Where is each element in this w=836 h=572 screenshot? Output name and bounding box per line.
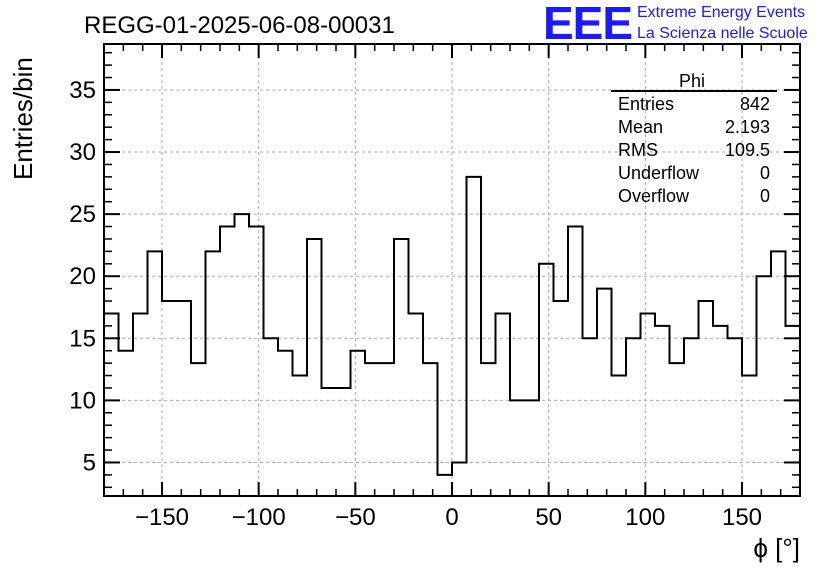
logo-line-2: La Scienza nelle Scuole [637,25,808,42]
y-tick-label: 35 [69,77,96,104]
stats-value: 0 [760,163,770,183]
x-tick-label: −50 [335,504,376,531]
y-tick-label: 20 [69,263,96,290]
x-axis-label: ϕ [°] [753,533,800,563]
y-tick-label: 15 [69,325,96,352]
y-axis-label: Entries/bin [8,57,38,180]
x-tick-label: −100 [232,504,286,531]
logo-line-1: Extreme Energy Events [637,4,806,21]
x-tick-label: 0 [445,504,458,531]
stats-label: Entries [618,94,674,114]
axis-ticks [104,44,800,496]
x-tick-label: 50 [535,504,562,531]
x-tick-labels: −150 −100 −50 0 50 100 150 [135,504,762,531]
stats-value: 2.193 [725,117,770,137]
stats-value: 109.5 [725,140,770,160]
x-tick-label: 100 [625,504,665,531]
y-tick-label: 30 [69,139,96,166]
stats-label: Overflow [618,186,690,206]
stats-value: 0 [760,186,770,206]
stats-value: 842 [740,94,770,114]
stats-rows: Entries 842 Mean 2.193 RMS 109.5 Underflow 0 Ove… [618,94,770,206]
stats-label: RMS [618,140,658,160]
x-tick-label: 150 [722,504,762,531]
stats-label: Underflow [618,163,700,183]
y-tick-labels: 5 10 15 20 25 30 35 [69,77,96,477]
grid [104,44,800,496]
y-tick-label: 10 [69,387,96,414]
x-tick-label: −150 [135,504,189,531]
stats-box-title: Phi [679,71,705,91]
stats-box: Phi Entries 842 Mean 2.193 RMS 109.5 Underflow… [611,71,777,206]
eee-logo: EEE [543,0,633,49]
run-title: REGG-01-2025-06-08-00031 [84,12,395,39]
stats-label: Mean [618,117,663,137]
y-tick-label: 5 [83,449,96,476]
y-tick-label: 25 [69,201,96,228]
histogram-line [104,175,801,476]
